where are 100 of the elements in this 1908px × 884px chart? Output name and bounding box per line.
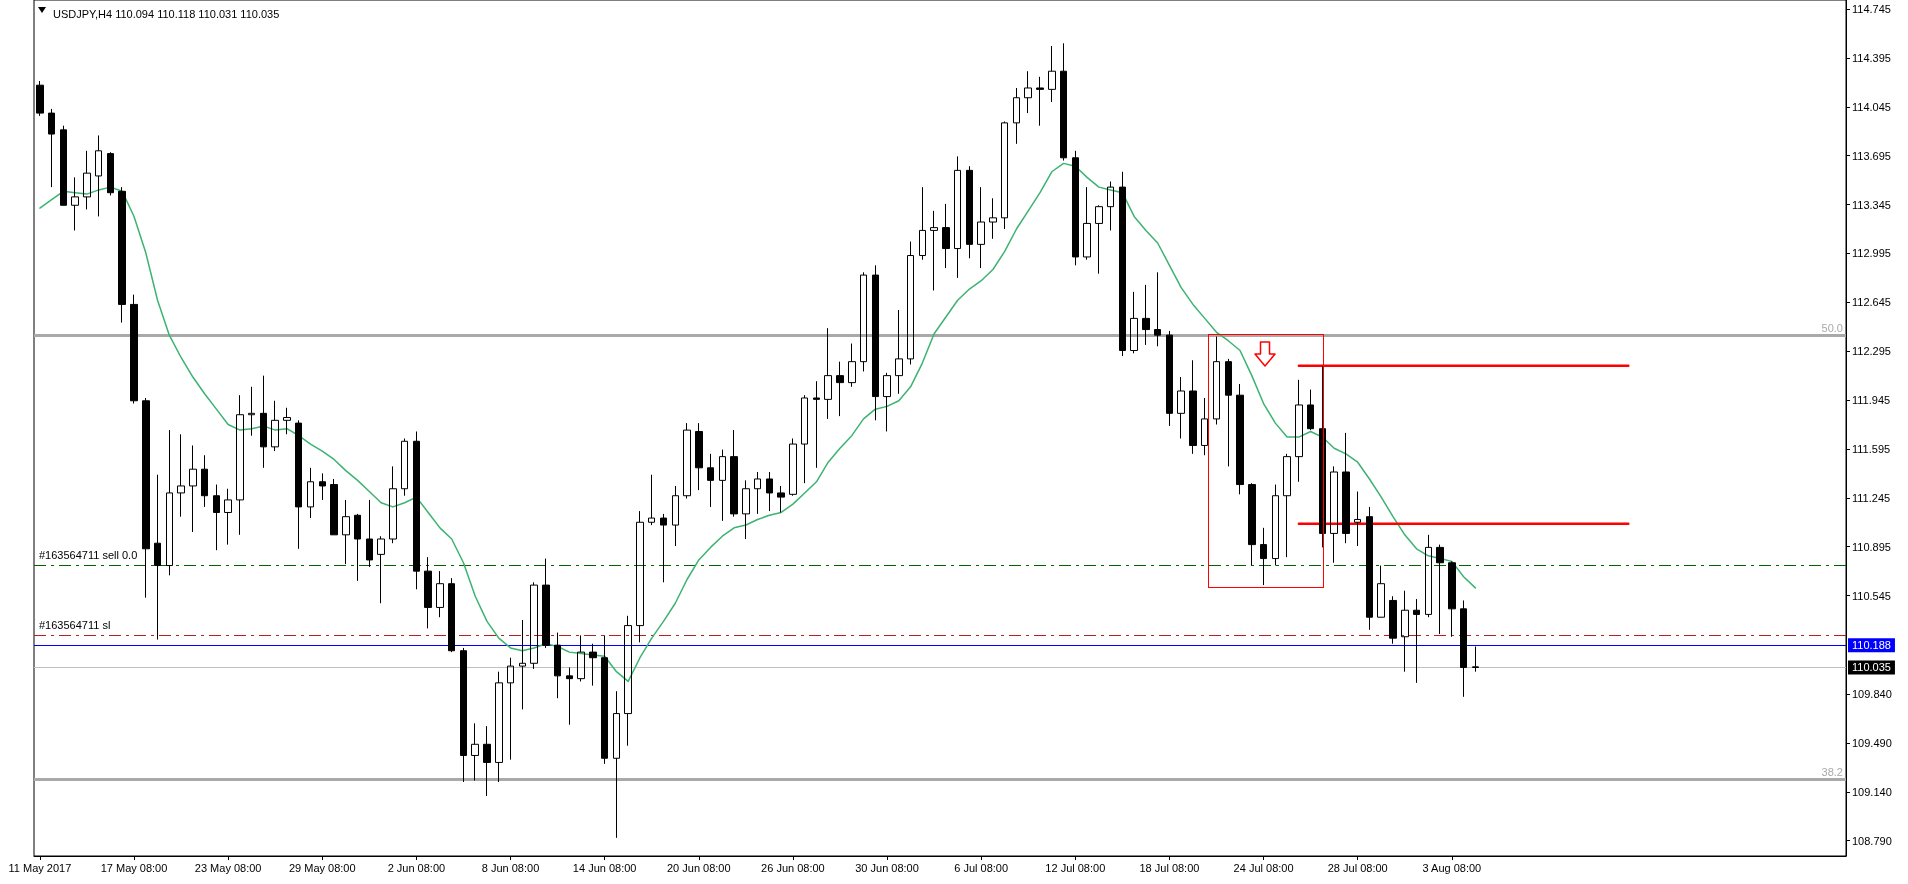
- y-tick-label: 112.645: [1852, 296, 1891, 309]
- x-tick-label: 20 Jun 08:00: [666, 861, 731, 874]
- y-tick-label: 108.790: [1852, 834, 1892, 847]
- y-tick-label: 113.345: [1852, 198, 1891, 211]
- y-tick-label: 109.840: [1852, 688, 1892, 701]
- candlestick: [777, 485, 785, 513]
- candlestick: [942, 203, 950, 269]
- y-tick-label: 111.595: [1852, 442, 1891, 455]
- candlestick: [307, 467, 314, 519]
- candlestick: [448, 577, 455, 653]
- candlestick: [589, 643, 597, 687]
- candlestick: [519, 619, 526, 710]
- candlestick: [1154, 271, 1161, 347]
- candlestick: [154, 474, 161, 641]
- candlestick: [1401, 590, 1409, 673]
- candlestick: [213, 484, 220, 551]
- x-tick-label: 29 May 08:00: [288, 861, 356, 874]
- candlestick: [166, 429, 173, 576]
- candlestick: [1472, 646, 1479, 673]
- y-tick-label: 114.395: [1852, 51, 1891, 64]
- y-tick-label: 111.245: [1852, 491, 1891, 504]
- candlestick: [1425, 534, 1432, 618]
- candlestick: [872, 264, 879, 421]
- x-tick-label: 26 Jun 08:00: [761, 861, 825, 874]
- candlestick: [60, 125, 67, 206]
- x-tick-label: 12 Jul 08:00: [1045, 861, 1106, 874]
- candlestick: [660, 513, 667, 583]
- candlestick: [118, 186, 126, 324]
- x-tick-label: 2 Jun 08:00: [387, 861, 446, 874]
- candlestick: [1001, 120, 1008, 230]
- candlestick: [1354, 491, 1361, 547]
- candlestick: [1272, 484, 1279, 567]
- candlestick: [836, 361, 844, 417]
- candlestick: [36, 80, 44, 117]
- candlestick: [1436, 544, 1444, 635]
- candlestick: [1342, 432, 1350, 544]
- candlestick: [1166, 330, 1173, 427]
- candlestick: [1095, 204, 1103, 275]
- candlestick: [248, 386, 255, 437]
- candlestick: [754, 471, 761, 515]
- x-tick-label: 6 Jul 08:00: [954, 861, 1009, 874]
- candlestick: [1330, 465, 1338, 564]
- ref-line-label: 110.188: [1852, 639, 1891, 652]
- candlestick: [577, 634, 585, 682]
- candlestick: [201, 454, 208, 508]
- x-tick-label: 30 Jun 08:00: [855, 861, 919, 874]
- candlestick: [919, 186, 926, 261]
- candlestick: [483, 725, 491, 797]
- y-tick-label: 109.140: [1852, 785, 1892, 798]
- candlestick: [1060, 42, 1067, 162]
- candlestick: [813, 380, 820, 469]
- candlestick: [742, 479, 750, 540]
- candlestick: [1036, 76, 1044, 127]
- candlestick: [1213, 336, 1220, 426]
- y-tick-label: 114.045: [1852, 100, 1891, 113]
- candlestick: [330, 478, 338, 536]
- candlestick: [1201, 397, 1208, 456]
- candlestick: [1177, 376, 1185, 439]
- text: USDJPY,H4 110.094 110.118 110.031 110.035: [53, 7, 280, 20]
- candlestick: [1189, 359, 1197, 455]
- candlestick: [1307, 389, 1314, 431]
- candlestick: [648, 474, 655, 526]
- candlestick: [1130, 291, 1138, 354]
- candlestick: [895, 309, 903, 395]
- candlestick: [554, 632, 561, 699]
- candlestick: [130, 294, 138, 405]
- annotation: 38.2: [1821, 765, 1843, 778]
- candlestick: [1377, 565, 1385, 618]
- candlestick: [1260, 527, 1267, 586]
- candlestick: [189, 444, 197, 533]
- x-tick-label: 28 Jul 08:00: [1327, 861, 1388, 874]
- candlestick: [436, 570, 444, 618]
- candlestick: [1366, 506, 1373, 631]
- candlestick: [1460, 599, 1467, 698]
- candlestick: [1107, 181, 1114, 231]
- candlestick: [730, 429, 738, 518]
- candlestick: [83, 150, 91, 210]
- candlestick: [989, 197, 997, 240]
- candlestick: [283, 407, 291, 435]
- candlestick: [71, 176, 79, 231]
- candlestick: [1142, 284, 1150, 346]
- candlestick: [719, 449, 726, 522]
- candlestick: [95, 134, 102, 217]
- candlestick: [601, 634, 608, 765]
- candlestick: [766, 471, 773, 512]
- candlestick: [624, 615, 632, 747]
- candlestick: [495, 671, 503, 783]
- candlestick: [507, 657, 514, 761]
- ref-line-label: #163564711 sell 0.0: [39, 549, 138, 562]
- candlestick: [1283, 453, 1291, 558]
- y-tick-label: 110.895: [1852, 540, 1891, 553]
- candlestick: [613, 690, 620, 839]
- candlestick: [48, 108, 55, 188]
- candlestick: [860, 271, 867, 372]
- candlestick: [460, 647, 467, 783]
- candlestick: [260, 375, 267, 469]
- candlestick: [542, 558, 550, 649]
- candlestick: [566, 666, 573, 726]
- candlestick: [636, 510, 644, 643]
- candlestick: [413, 430, 420, 590]
